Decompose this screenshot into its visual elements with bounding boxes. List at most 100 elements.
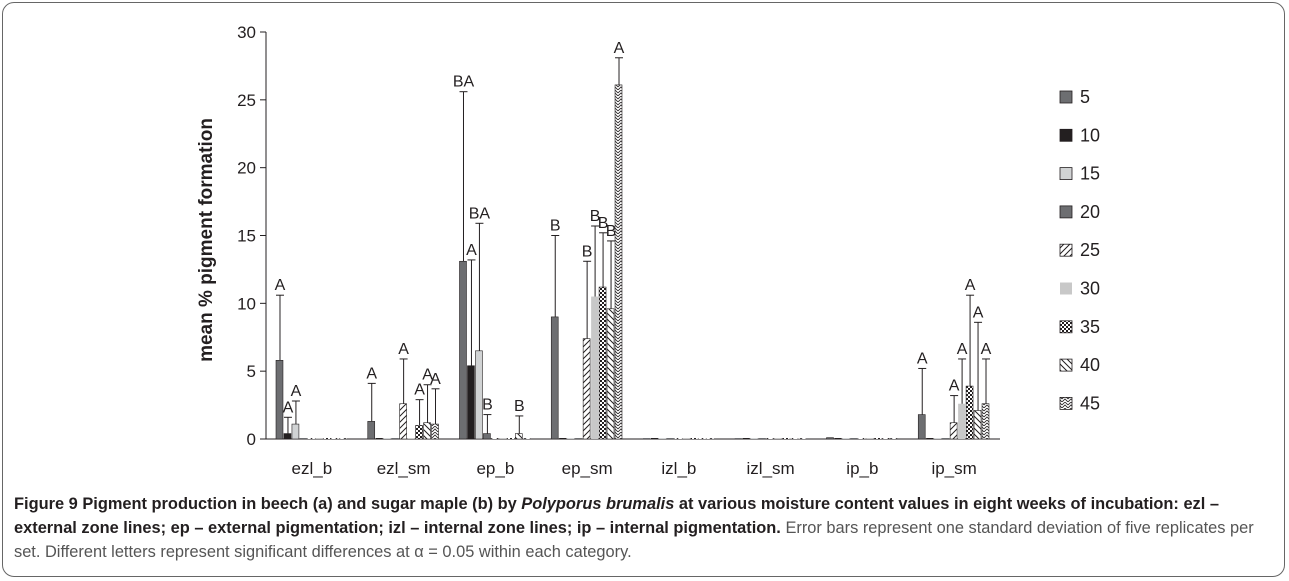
- bar: [973, 410, 982, 440]
- significance-letter: A: [398, 341, 409, 358]
- significance-letter: B: [482, 397, 493, 414]
- bar: [283, 433, 292, 440]
- legend-swatch: [1059, 396, 1073, 410]
- x-tick-label: izl_b: [661, 459, 696, 478]
- bar: [515, 433, 523, 440]
- bar: [674, 438, 682, 439]
- bar: [706, 438, 714, 439]
- bar: [666, 438, 674, 439]
- bar: [981, 403, 990, 440]
- y-axis: 0 5 10 15 20 25 30: [237, 23, 267, 449]
- x-tick-label: izl_sm: [747, 459, 795, 478]
- significance-letter: B: [514, 398, 525, 415]
- legend-swatch: [1059, 320, 1073, 334]
- bar: [307, 438, 315, 439]
- bar: [826, 437, 834, 440]
- bar: [491, 438, 499, 439]
- bar: [734, 438, 742, 439]
- caption-title-part1: Pigment production in beech (a) and suga…: [82, 495, 517, 513]
- bar: [698, 438, 706, 439]
- bar: [790, 438, 798, 439]
- bar: [750, 438, 758, 439]
- bar: [523, 438, 531, 439]
- significance-letter: BA: [453, 74, 475, 91]
- significance-letter: A: [275, 277, 286, 294]
- bar: [942, 438, 950, 439]
- significance-letter: B: [550, 218, 561, 235]
- legend-label: 10: [1080, 125, 1100, 145]
- bar: [559, 438, 567, 439]
- bar: [299, 438, 307, 439]
- legend-label: 35: [1080, 317, 1100, 337]
- significance-letter: A: [466, 242, 477, 259]
- bar: [407, 438, 415, 439]
- x-tick-label: ep_b: [476, 459, 514, 478]
- bar: [399, 403, 407, 440]
- y-tick-label: 20: [237, 159, 256, 178]
- legend-swatch: [1059, 205, 1073, 219]
- legend-label: 40: [1080, 355, 1100, 375]
- bar: [367, 421, 376, 440]
- x-tick-label: ezl_sm: [377, 459, 431, 478]
- bar: [774, 438, 782, 439]
- bar: [766, 438, 774, 439]
- bar: [858, 438, 866, 439]
- bar: [650, 438, 658, 439]
- x-tick-label: ep_sm: [562, 459, 613, 478]
- legend-swatch: [1059, 167, 1073, 181]
- y-tick-label: 5: [247, 362, 256, 381]
- significance-letter: A: [981, 341, 992, 358]
- legend-label: 30: [1080, 279, 1100, 299]
- bar: [499, 438, 507, 439]
- significance-letter: A: [414, 382, 425, 399]
- bar: [567, 438, 575, 439]
- bar: [423, 422, 431, 440]
- y-tick-label: 25: [237, 91, 256, 110]
- bar: [550, 316, 559, 440]
- bar: [658, 438, 666, 439]
- bar: [575, 438, 583, 439]
- bar: [431, 423, 439, 440]
- significance-letter: A: [283, 399, 294, 416]
- bar: [598, 286, 607, 440]
- caption-species: Polyporus brumalis: [521, 495, 675, 513]
- figure-label: Figure 9: [14, 495, 78, 513]
- significance-letter: B: [598, 215, 609, 232]
- x-axis: ezl_b ezl_sm ep_b ep_sm izl_b izl_sm ip_b ip_sm: [266, 438, 1000, 478]
- bar: [582, 338, 591, 440]
- x-tick-label: ip_sm: [931, 459, 976, 478]
- bar: [331, 438, 339, 439]
- significance-letter: A: [291, 383, 302, 400]
- legend-swatch: [1059, 243, 1073, 257]
- bar: [323, 438, 331, 439]
- x-tick-label: ip_b: [846, 459, 878, 478]
- bar: [483, 433, 491, 440]
- significance-letter: A: [430, 371, 441, 388]
- bar: [591, 296, 599, 439]
- significance-letter: B: [590, 208, 601, 225]
- bar: [758, 438, 766, 439]
- bar: [690, 438, 698, 439]
- bar: [459, 260, 467, 440]
- bar: [917, 414, 926, 440]
- bar: [934, 438, 942, 439]
- bar: [391, 438, 399, 439]
- y-axis-label: mean % pigment formation: [196, 118, 217, 362]
- bar: [949, 422, 958, 440]
- caption-title-part2: at various moisture content values in ei…: [14, 495, 1219, 537]
- bar: [467, 365, 475, 440]
- legend-label: 20: [1080, 202, 1100, 222]
- y-tick-label: 10: [237, 294, 256, 313]
- legend-swatch: [1059, 128, 1073, 142]
- significance-letter: A: [973, 304, 984, 321]
- bar: [315, 438, 323, 439]
- significance-letter: A: [965, 277, 976, 294]
- significance-letter: A: [917, 350, 928, 367]
- significance-letter: B: [582, 243, 593, 260]
- bar: [507, 438, 515, 439]
- legend-swatch: [1059, 358, 1073, 372]
- legend-label: 15: [1080, 164, 1100, 184]
- bar: [866, 438, 874, 439]
